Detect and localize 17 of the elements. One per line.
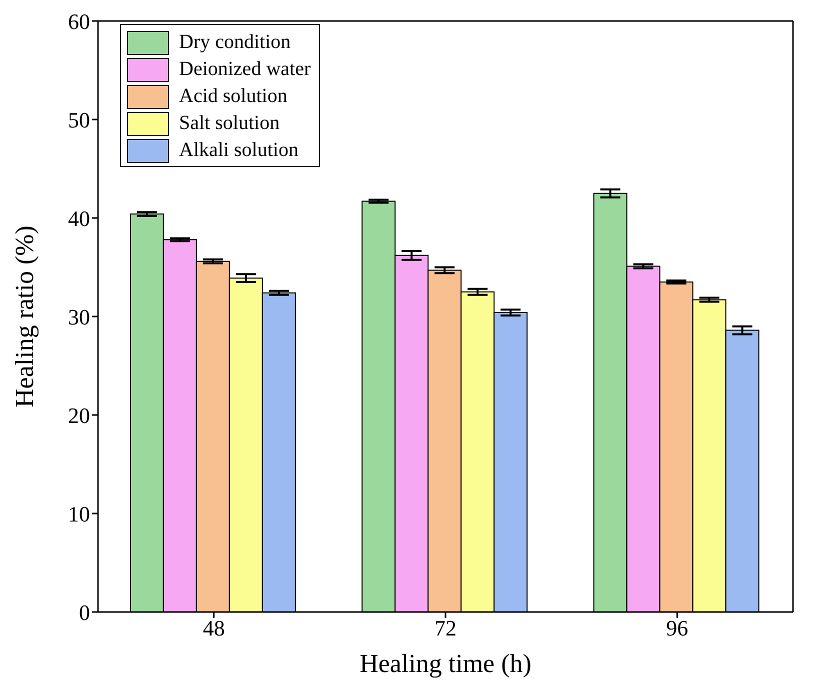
x-tick-label: 72 bbox=[434, 616, 456, 641]
legend-label: Acid solution bbox=[179, 85, 288, 108]
y-tick-label: 60 bbox=[68, 8, 90, 34]
x-axis-title: Healing time (h) bbox=[360, 649, 532, 678]
legend-label: Alkali solution bbox=[179, 139, 298, 162]
legend-label: Deionized water bbox=[179, 58, 311, 81]
y-tick-label: 50 bbox=[68, 107, 90, 132]
x-tick-label: 48 bbox=[202, 616, 225, 641]
y-axis-title: Healing ratio (%) bbox=[10, 226, 40, 408]
y-tick-label: 30 bbox=[68, 304, 90, 330]
x-tick-label: 96 bbox=[666, 616, 688, 641]
legend-label: Dry condition bbox=[179, 31, 291, 54]
y-tick-label: 0 bbox=[79, 600, 90, 625]
y-tick-label: 10 bbox=[68, 501, 90, 526]
legend-label: Salt solution bbox=[179, 112, 280, 135]
y-tick-label: 40 bbox=[68, 206, 90, 231]
y-tick-label: 20 bbox=[68, 402, 90, 428]
